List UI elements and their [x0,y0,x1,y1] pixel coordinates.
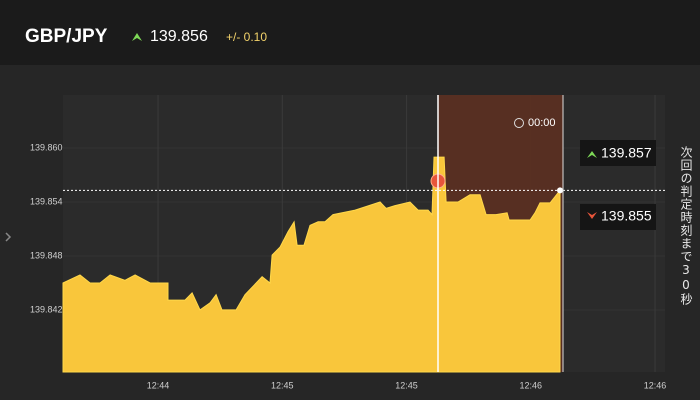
low-price: 139.855 [601,208,652,224]
x-tick-label: 12:46 [520,380,543,390]
timer: 00:00 [528,117,556,129]
symbol: GBP/JPY [25,26,108,47]
current-point [557,187,564,194]
low-arrow [587,212,597,219]
plot [62,156,665,373]
y-tick-label: 139.848 [30,250,63,260]
x-tick-label: 12:45 [395,380,418,390]
header-bar [0,0,700,65]
clock-icon [514,118,524,128]
x-tick-label: 12:44 [147,380,170,390]
high-arrow [587,151,597,158]
up-arrow-icon [132,33,142,41]
x-tick-label: 12:45 [271,380,294,390]
x-tick-label: 12:46 [644,380,667,390]
y-tick-label: 139.842 [30,304,63,314]
y-tick-label: 139.860 [30,142,63,152]
notice: 次回の判定時刻まで30秒 [679,146,693,306]
price-area [62,156,561,373]
price-change: +/- 0.10 [226,30,267,44]
current-price: 139.856 [150,28,208,45]
side-toggle[interactable] [5,232,12,242]
y-tick-label: 139.854 [30,196,63,206]
high-price: 139.857 [601,145,652,161]
